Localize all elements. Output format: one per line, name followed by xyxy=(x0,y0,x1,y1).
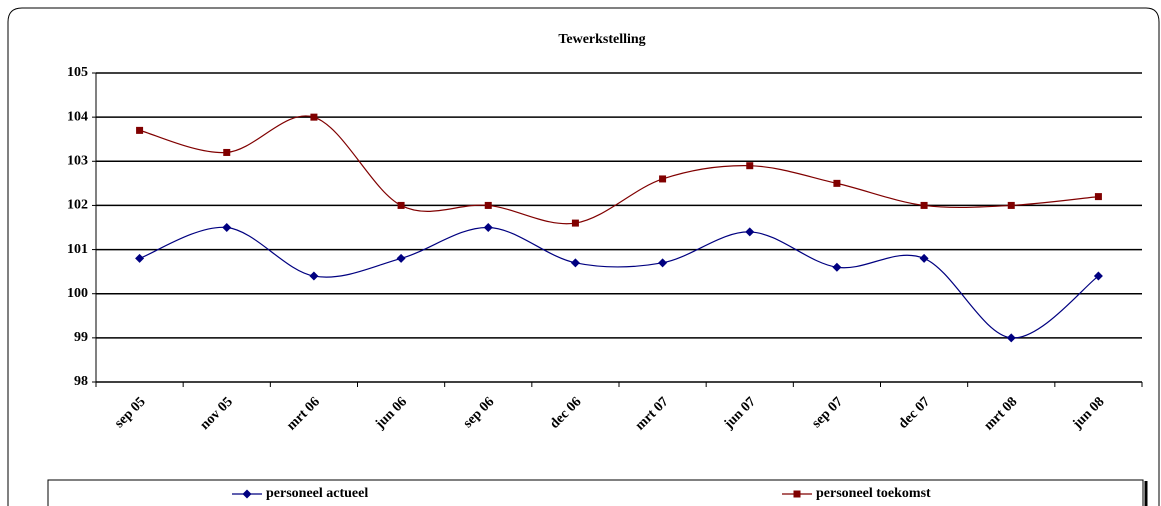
data-point xyxy=(309,271,319,281)
data-point xyxy=(397,201,405,209)
data-point xyxy=(483,223,493,232)
x-tick-label: sep 06 xyxy=(461,394,498,431)
data-point xyxy=(222,223,232,232)
x-tick-label: mrt 08 xyxy=(981,394,1020,433)
x-tick-label: dec 06 xyxy=(547,394,584,431)
legend-marker xyxy=(793,490,801,498)
legend-label: personeel toekomst xyxy=(816,486,931,501)
series-line xyxy=(139,115,1099,225)
y-tick-label: 100 xyxy=(67,286,88,301)
x-tick-label: jun 06 xyxy=(372,394,410,432)
x-tick-label: sep 05 xyxy=(112,394,149,431)
y-tick-label: 99 xyxy=(74,330,88,345)
data-point xyxy=(833,179,841,187)
data-point xyxy=(1093,271,1103,281)
x-tick-label: nov 05 xyxy=(197,394,235,432)
data-point xyxy=(658,258,668,268)
data-point xyxy=(484,201,492,209)
data-point xyxy=(919,253,929,263)
data-point xyxy=(745,227,755,237)
chart-border xyxy=(7,7,1160,506)
series-line xyxy=(139,226,1099,339)
x-tick-label: mrt 06 xyxy=(284,394,323,433)
data-point xyxy=(396,253,406,263)
data-point xyxy=(135,253,145,263)
y-tick-label: 104 xyxy=(67,109,88,124)
legend-marker xyxy=(242,489,252,499)
y-tick-label: 105 xyxy=(67,65,88,80)
x-tick-label: dec 07 xyxy=(896,394,933,431)
data-point xyxy=(310,113,318,121)
data-point xyxy=(571,219,579,227)
y-tick-label: 102 xyxy=(67,198,88,213)
data-point xyxy=(746,162,754,170)
x-tick-label: mrt 07 xyxy=(633,394,672,433)
data-point xyxy=(1094,193,1102,201)
y-tick-label: 98 xyxy=(74,374,88,389)
chart-title: Tewerkstelling xyxy=(558,32,645,47)
y-tick-label: 103 xyxy=(67,154,88,169)
x-tick-label: jun 08 xyxy=(1070,394,1108,432)
data-point xyxy=(136,126,144,134)
legend-label: personeel actueel xyxy=(266,486,368,501)
x-tick-label: sep 07 xyxy=(809,394,846,431)
y-tick-label: 101 xyxy=(67,242,88,257)
data-point xyxy=(223,148,231,156)
data-point xyxy=(570,258,580,268)
data-point xyxy=(659,175,667,183)
legend-box xyxy=(47,479,1144,506)
data-point xyxy=(832,262,842,272)
data-point xyxy=(1007,201,1015,209)
data-point xyxy=(1006,333,1016,343)
data-point xyxy=(920,201,928,209)
x-tick-label: jun 07 xyxy=(721,394,759,432)
